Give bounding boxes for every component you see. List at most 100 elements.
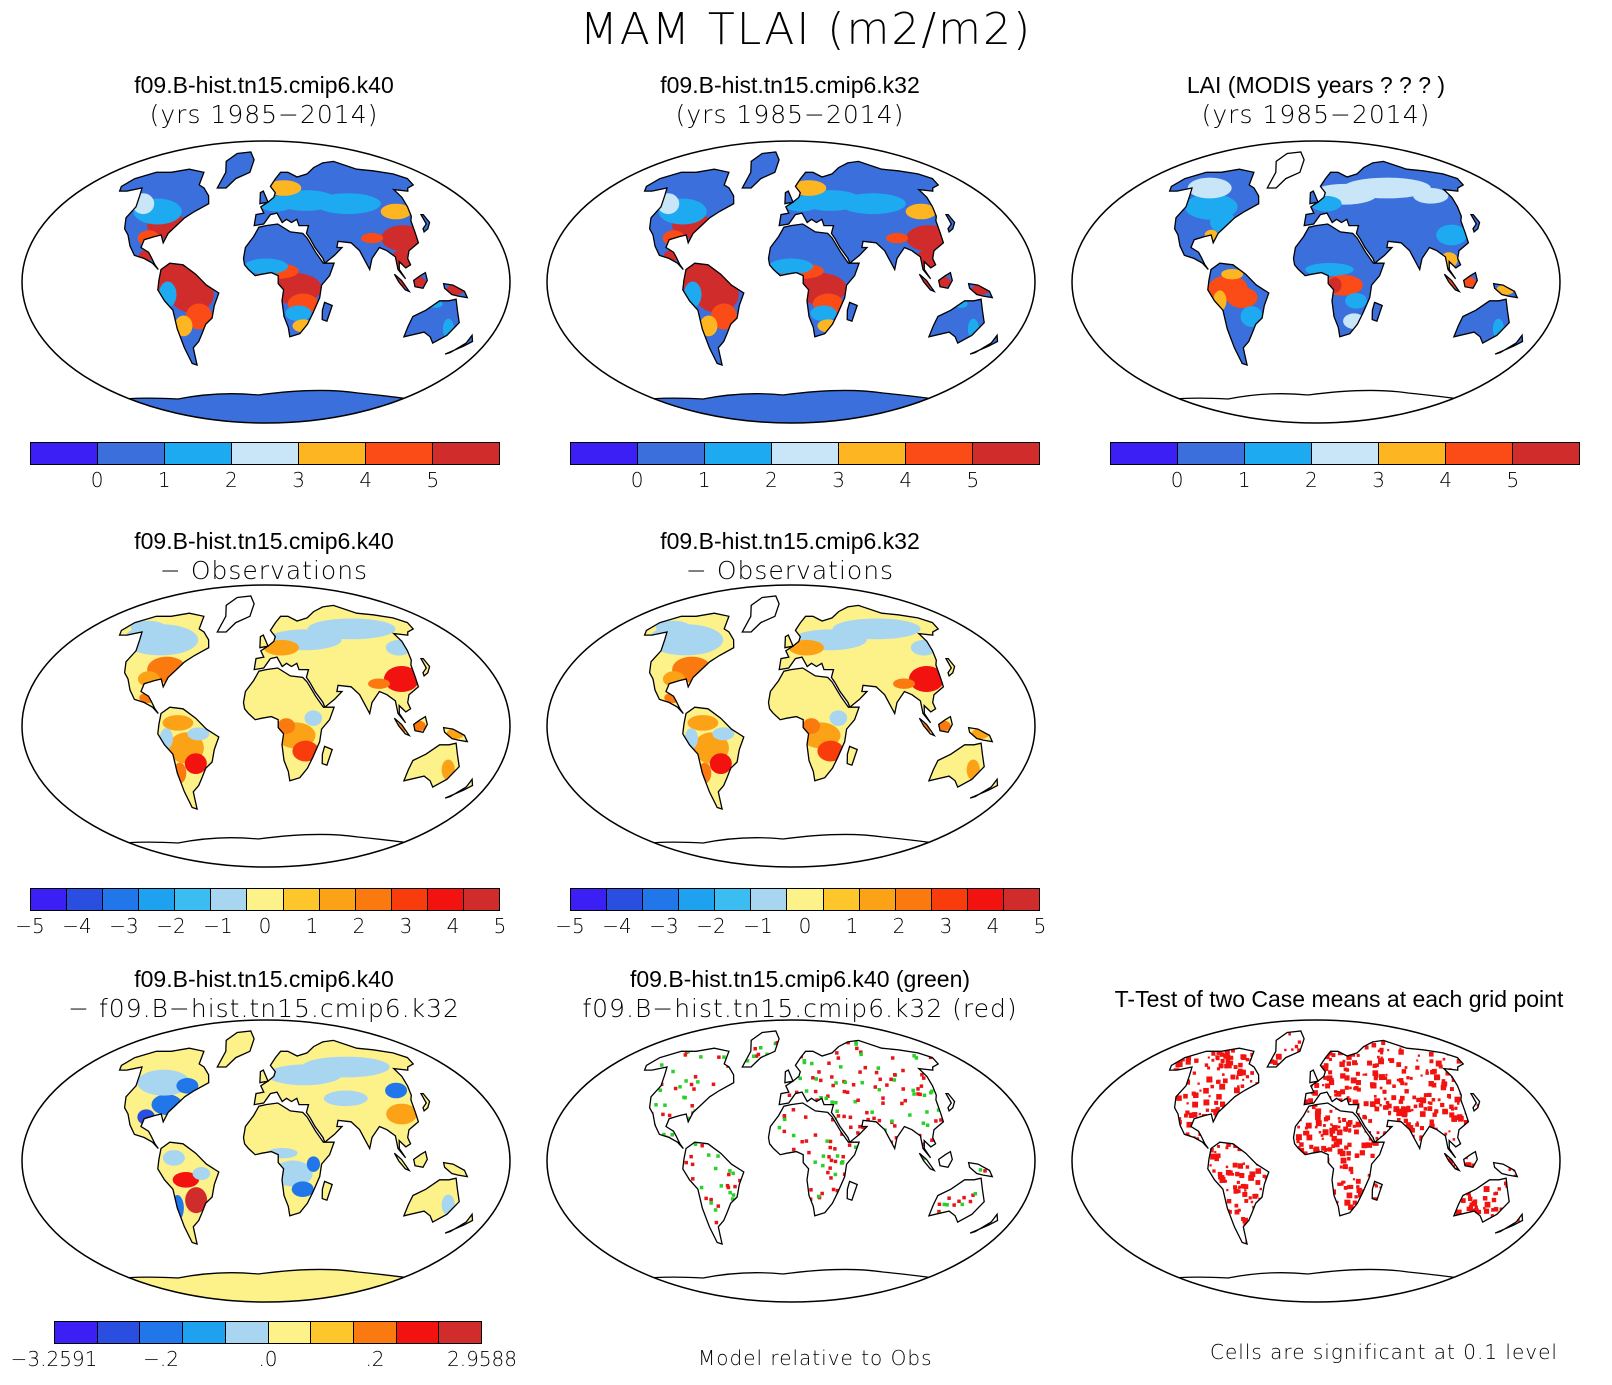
grid-cell <box>873 1085 878 1089</box>
grid-cell <box>1350 1171 1354 1175</box>
grid-cell <box>1441 1148 1445 1152</box>
colorbar-swatch <box>165 443 232 464</box>
colorbar-tick-label: 3 <box>939 914 953 938</box>
grid-cell <box>1175 1078 1182 1085</box>
colorbar-swatch <box>139 889 176 910</box>
grid-cell <box>1439 1157 1444 1158</box>
grid-cell <box>1235 1172 1240 1177</box>
grid-cell <box>1387 1110 1392 1115</box>
grid-cell <box>1313 1192 1319 1198</box>
coastline <box>157 262 220 366</box>
colorbar-tick-label: −3 <box>649 914 679 938</box>
coastline <box>1266 151 1305 189</box>
colorbar-swatch <box>268 1322 312 1343</box>
grid-cell <box>905 1136 910 1140</box>
value-region <box>266 1147 298 1159</box>
grid-cell <box>676 1119 681 1124</box>
grid-cell <box>654 1103 658 1107</box>
grid-cell <box>803 1196 807 1201</box>
grid-cell <box>1261 1230 1267 1235</box>
grid-cell <box>1356 1208 1360 1212</box>
value-region <box>162 1150 185 1166</box>
grid-cell <box>1399 1047 1402 1050</box>
grid-cell <box>1242 1078 1245 1081</box>
grid-cell <box>854 1172 859 1177</box>
note-model-relative: Model relative to Obs <box>698 1346 933 1370</box>
grid-cell <box>1502 1220 1509 1226</box>
value-region <box>137 1069 191 1096</box>
grid-cell <box>1387 1103 1392 1109</box>
coastline <box>1303 1039 1470 1159</box>
map-panel-p1 <box>21 140 511 424</box>
grid-cell <box>1277 1034 1280 1037</box>
grid-cell <box>853 1099 857 1104</box>
coastline <box>927 298 985 345</box>
coastline <box>402 1177 460 1224</box>
grid-cell <box>941 1074 944 1078</box>
colorbar-swatch <box>353 1322 397 1343</box>
grid-cell <box>1257 1097 1259 1104</box>
grid-cell <box>1249 1152 1255 1158</box>
grid-cell <box>745 1059 750 1063</box>
colorbar-tick-label: 1 <box>1237 468 1251 492</box>
grid-cell <box>1415 1122 1419 1127</box>
grid-cell <box>1308 1198 1312 1202</box>
grid-cell <box>731 1093 734 1098</box>
colorbar-tick-label: −4 <box>62 914 92 938</box>
grid-cell <box>777 1177 782 1181</box>
coastline <box>242 223 336 338</box>
grid-cell <box>1471 1182 1476 1186</box>
grid-cell <box>1466 1184 1472 1190</box>
grid-cell <box>1231 1048 1235 1053</box>
colorbar-ticks: −3.2591 −.2 .0 .2 2.9588 <box>11 1344 517 1374</box>
grid-cell <box>711 1082 716 1087</box>
grid-cell <box>845 1090 850 1095</box>
grid-cell <box>1243 1127 1246 1131</box>
grid-cell <box>691 1177 695 1181</box>
grid-cell <box>1288 1032 1292 1036</box>
coastline <box>412 1150 428 1169</box>
grid-cell <box>646 1143 650 1147</box>
colorbar-swatches <box>30 888 500 911</box>
grid-cell <box>1236 1189 1241 1194</box>
grid-cell <box>1420 1097 1427 1104</box>
grid-cell <box>1475 1213 1478 1217</box>
grid-cell <box>1435 1060 1442 1067</box>
grid-cell <box>889 1150 893 1155</box>
grid-cell <box>899 1146 903 1151</box>
grid-cell <box>1185 1132 1190 1137</box>
colorbar-cb4: −5 −4 −3 −2 −1 0 1 2 3 4 5 <box>15 888 506 941</box>
grid-cell <box>791 1067 795 1072</box>
grid-cell <box>788 1182 792 1186</box>
grid-cell <box>1377 1205 1383 1211</box>
grid-cell <box>1425 1069 1429 1072</box>
grid-cell <box>1256 1143 1263 1150</box>
grid-cell <box>1211 1051 1216 1056</box>
grid-cell <box>1406 1105 1411 1110</box>
grid-cell <box>725 1183 730 1188</box>
grid-cell <box>989 1216 993 1220</box>
grid-cell <box>1198 1112 1202 1116</box>
grid-cell <box>1252 1102 1257 1107</box>
panel-title-line2: (yrs 1985−2014) <box>149 100 379 129</box>
grid-cell <box>1314 1125 1318 1129</box>
grid-cell <box>1344 1075 1350 1081</box>
grid-cell <box>670 1132 674 1137</box>
grid-cell <box>941 1044 944 1048</box>
grid-cell <box>1250 1200 1254 1204</box>
colorbar-tick-label: −1 <box>743 914 773 938</box>
value-region <box>709 753 732 774</box>
grid-cell <box>1327 1194 1331 1199</box>
value-region <box>176 1078 199 1094</box>
colorbar-tick-label: 4 <box>446 914 460 938</box>
landmass-antarctica <box>77 389 459 423</box>
grid-cell <box>701 1139 705 1143</box>
value-region <box>323 1090 368 1107</box>
grid-cell <box>880 1043 884 1047</box>
grid-cell <box>857 1211 860 1215</box>
grid-cell <box>1233 1098 1236 1102</box>
landmass-newguinea <box>443 1162 468 1177</box>
coastline <box>321 301 334 323</box>
grid-cell <box>849 1125 853 1130</box>
grid-cell <box>795 1191 799 1195</box>
